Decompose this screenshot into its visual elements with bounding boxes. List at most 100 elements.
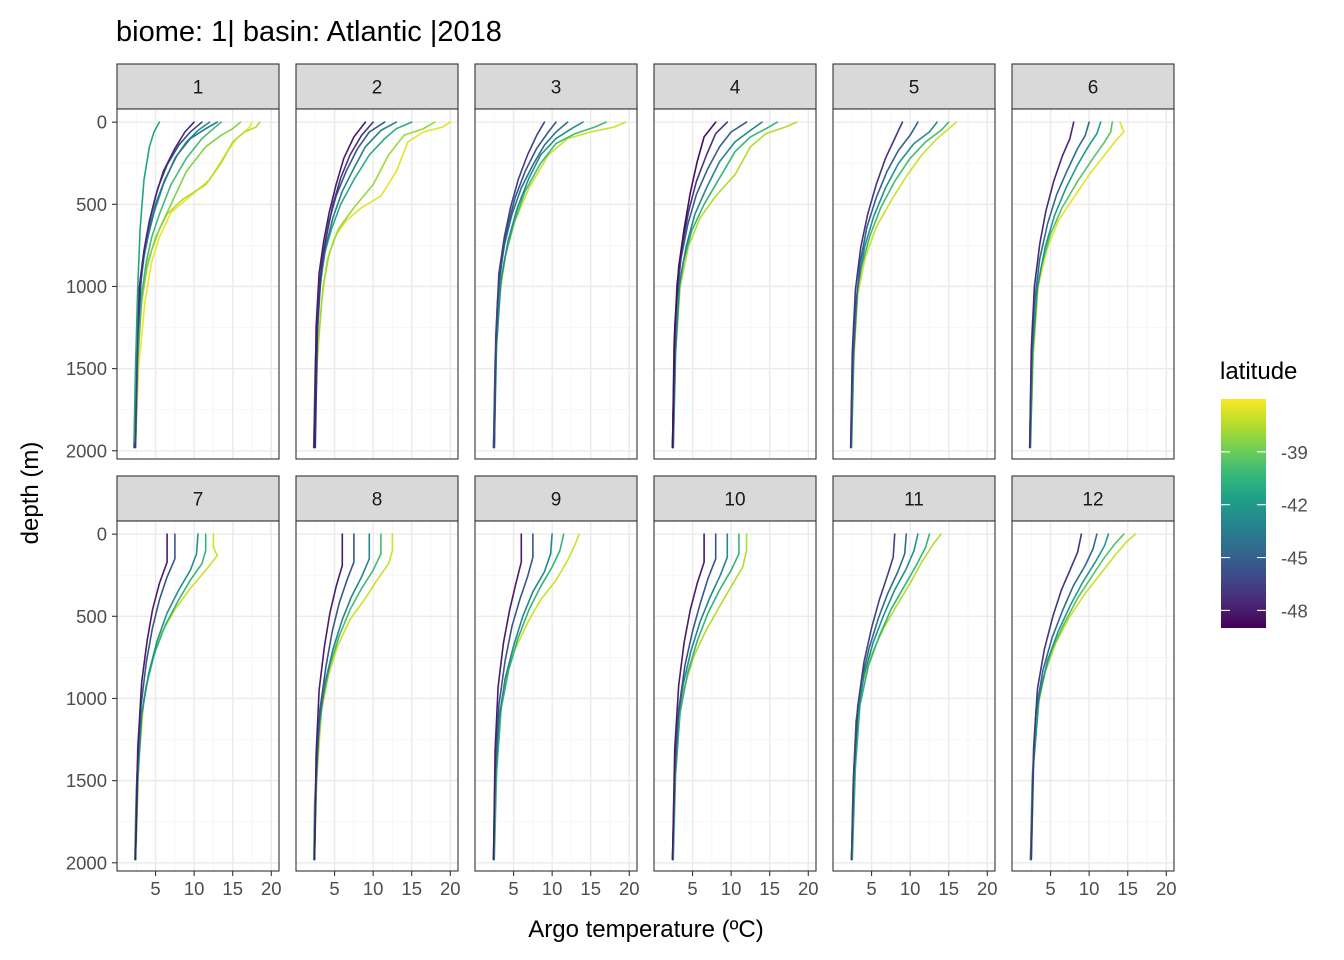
y-tick-label: 2000 <box>66 852 107 873</box>
profile-line <box>134 121 222 449</box>
panel-border <box>832 108 996 460</box>
colorbar-ticks: -39 -42 -45 -48 <box>1221 442 1308 621</box>
profile-lines <box>671 121 798 449</box>
colorbar-tick-label: -39 <box>1281 442 1308 463</box>
facet-strip <box>832 63 996 110</box>
facet-panel-4: 4 <box>653 63 817 460</box>
profile-line <box>492 533 553 861</box>
facet-panel-2: 2 <box>295 63 459 460</box>
profile-line <box>492 533 534 861</box>
facet-strip-label: 7 <box>193 490 204 511</box>
facet-panel-12: 12 5 10 15 20 <box>1011 475 1177 899</box>
y-tick-label: 1000 <box>66 276 107 297</box>
y-tick-label: 2000 <box>66 440 107 461</box>
panel-border <box>474 520 638 872</box>
panel-border <box>116 108 280 460</box>
profile-line <box>849 121 904 449</box>
profile-line <box>1030 533 1083 861</box>
y-tick-label: 0 <box>97 524 107 545</box>
x-tick-label: 10 <box>900 878 921 899</box>
profile-line <box>851 533 931 861</box>
profile-lines <box>850 533 942 861</box>
x-tick-label: 20 <box>261 878 282 899</box>
profile-line <box>313 533 394 861</box>
x-tick-label: 20 <box>1156 878 1177 899</box>
x-tick-label: 20 <box>440 878 461 899</box>
profile-line <box>672 533 740 861</box>
profile-lines <box>133 533 219 861</box>
panel-border <box>832 520 996 872</box>
profile-line <box>671 533 717 861</box>
profile-line <box>1029 121 1102 449</box>
profile-line <box>1030 533 1110 861</box>
profile-line <box>133 121 161 444</box>
facet-strip-label: 12 <box>1082 490 1103 511</box>
profile-lines <box>312 121 452 449</box>
profile-line <box>135 533 219 844</box>
profile-lines <box>312 533 394 861</box>
colorbar <box>1221 399 1266 628</box>
x-tick-label: 15 <box>222 878 243 899</box>
panel-border <box>474 108 638 460</box>
facet-panel-5: 5 <box>832 63 996 460</box>
facet-panel-6: 6 <box>1011 63 1175 460</box>
y-tick-label: 500 <box>76 606 107 627</box>
facet-strip-label: 6 <box>1088 78 1099 99</box>
profile-line <box>313 121 367 449</box>
facet-strip <box>653 63 817 110</box>
facet-strip-label: 3 <box>551 78 562 99</box>
facet-panel-10: 10 5 10 15 20 <box>653 475 819 899</box>
panel-border <box>295 108 459 460</box>
x-tick-label: 15 <box>759 878 780 899</box>
y-axis-title: depth (m) <box>17 442 44 545</box>
panel-border <box>653 108 817 460</box>
profile-lines <box>133 121 261 449</box>
panel-border <box>295 520 459 872</box>
x-tick-label: 5 <box>508 878 518 899</box>
colorbar-tick-label: -42 <box>1281 495 1308 516</box>
profile-lines <box>492 121 627 449</box>
facet-strip <box>116 63 280 110</box>
panel-background <box>296 521 458 871</box>
panel-border <box>116 520 280 872</box>
facet-panel-11: 11 5 10 15 20 <box>832 475 998 899</box>
colorbar-legend: latitude -39 -42 -45 -48 <box>1220 358 1308 628</box>
x-tick-label: 10 <box>721 878 742 899</box>
panel-background <box>833 521 995 871</box>
facet-strip-label: 1 <box>193 78 204 99</box>
profile-line <box>1028 121 1075 449</box>
profile-lines <box>1028 121 1125 449</box>
colorbar-tick-label: -45 <box>1281 548 1308 569</box>
facet-panel-1: 1 0 500 1000 1500 2000 <box>66 63 280 461</box>
facet-strip-label: 5 <box>909 78 920 99</box>
profile-line <box>313 533 344 861</box>
panel-border <box>1011 108 1175 460</box>
x-tick-label: 5 <box>150 878 160 899</box>
panel-background <box>475 521 637 871</box>
y-tick-label: 1500 <box>66 770 107 791</box>
profile-line <box>492 533 523 861</box>
profile-lines <box>671 533 748 861</box>
x-tick-label: 10 <box>1079 878 1100 899</box>
x-tick-label: 10 <box>363 878 384 899</box>
x-tick-label: 5 <box>866 878 876 899</box>
x-tick-label: 15 <box>938 878 959 899</box>
facet-strip <box>474 63 638 110</box>
facet-strip-label: 10 <box>724 490 745 511</box>
x-tick-label: 10 <box>542 878 563 899</box>
x-tick-label: 15 <box>401 878 422 899</box>
x-axis-title: Argo temperature (ºC) <box>528 916 764 943</box>
profile-line <box>672 121 763 449</box>
profile-line <box>671 121 717 449</box>
profile-line <box>849 121 919 449</box>
profile-lines <box>492 533 580 861</box>
profile-line <box>493 121 546 449</box>
facet-strip-label: 4 <box>730 78 741 99</box>
x-tick-label: 15 <box>580 878 601 899</box>
y-tick-label: 1500 <box>66 358 107 379</box>
facet-panel-9: 9 5 10 15 20 <box>474 475 640 899</box>
profile-lines <box>849 121 958 449</box>
profile-line <box>493 533 565 861</box>
